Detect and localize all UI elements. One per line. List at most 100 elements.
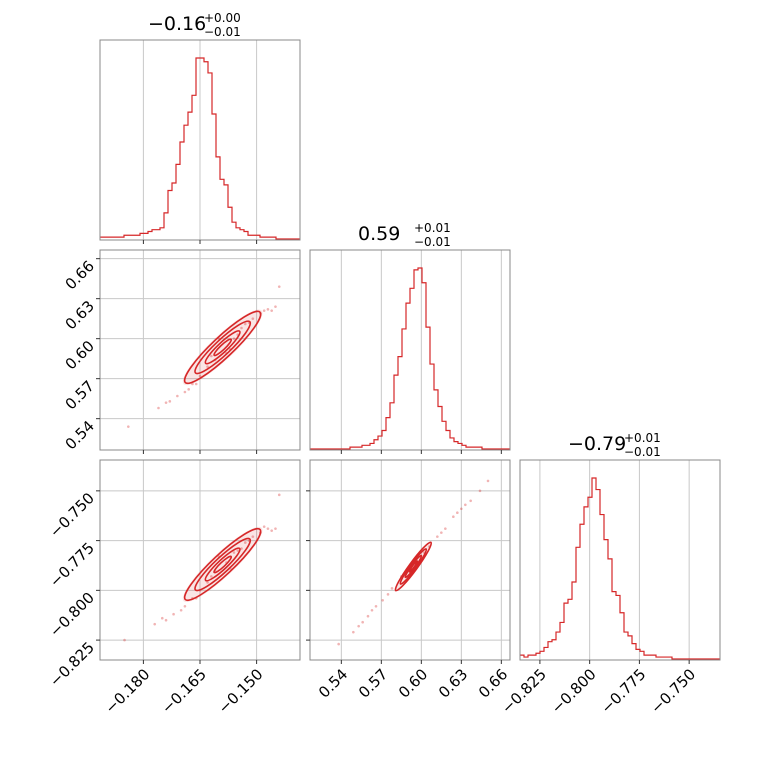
sample-point bbox=[262, 309, 266, 312]
histogram-bin bbox=[552, 640, 556, 659]
histogram-bin bbox=[568, 599, 572, 659]
parameter-title: 0.59 bbox=[358, 223, 400, 245]
sample-point bbox=[153, 622, 157, 626]
density-contour bbox=[399, 548, 428, 585]
sample-point bbox=[444, 527, 447, 530]
histogram-bin bbox=[592, 478, 596, 659]
sample-point bbox=[456, 511, 459, 515]
histogram-step-line bbox=[100, 57, 300, 240]
sample-point bbox=[198, 374, 202, 378]
density-contour bbox=[408, 560, 419, 573]
y-tick-label: −0.800 bbox=[46, 589, 98, 641]
sample-point bbox=[206, 365, 209, 368]
sample-point bbox=[386, 593, 390, 596]
histogram-bin bbox=[204, 62, 208, 239]
density-contour bbox=[204, 547, 241, 582]
histogram-panel-0: −0.16+0.00−0.01 bbox=[99, 11, 301, 244]
x-tick-label: −0.800 bbox=[548, 665, 600, 717]
panel-background bbox=[310, 460, 510, 660]
density-contour bbox=[404, 554, 423, 579]
x-tick-label: 0.60 bbox=[395, 665, 431, 701]
scatter-panel-0-2: −0.180 −0.165 −0.150 −0.825−0.800−0.775−0.7… bbox=[46, 459, 301, 717]
histogram-bin bbox=[188, 112, 192, 239]
sample-point bbox=[176, 394, 179, 398]
sample-point bbox=[274, 305, 277, 308]
sample-point bbox=[478, 489, 482, 493]
panel-frame bbox=[309, 459, 511, 661]
sample-point bbox=[243, 322, 247, 326]
density-contour bbox=[394, 541, 433, 592]
x-tick-label: −0.165 bbox=[158, 665, 210, 717]
sample-point bbox=[210, 575, 213, 578]
density-fill bbox=[182, 309, 263, 386]
sample-point bbox=[164, 618, 168, 622]
title-value: 0.59 bbox=[358, 223, 400, 245]
histogram-bin bbox=[414, 270, 418, 449]
sample-point bbox=[452, 515, 455, 519]
title-upper-error: +0.01 bbox=[414, 221, 451, 235]
histogram-step-line bbox=[520, 477, 720, 660]
sample-point bbox=[270, 309, 273, 312]
panel-background bbox=[310, 250, 510, 450]
sample-point bbox=[277, 493, 281, 497]
sample-point bbox=[164, 401, 168, 404]
density-contour bbox=[194, 537, 252, 592]
y-tick-label: 0.60 bbox=[62, 337, 98, 373]
y-tick-label: −0.775 bbox=[46, 539, 98, 591]
sample-point bbox=[127, 425, 130, 428]
sample-point bbox=[236, 549, 240, 552]
sample-point bbox=[206, 581, 209, 584]
sample-point bbox=[486, 479, 490, 483]
density-contour bbox=[194, 320, 252, 375]
sample-point bbox=[187, 388, 190, 391]
histogram-bin bbox=[220, 179, 224, 239]
histogram-bin bbox=[156, 230, 160, 239]
sample-point bbox=[251, 317, 255, 320]
sample-point bbox=[168, 400, 172, 403]
y-tick-label: 0.54 bbox=[62, 417, 98, 453]
x-tick-label: −0.750 bbox=[647, 665, 699, 717]
histogram-panel-2: −0.825−0.800−0.775−0.750−0.79+0.01−0.01 bbox=[498, 431, 721, 717]
sample-point bbox=[270, 529, 273, 532]
sample-point bbox=[440, 531, 443, 534]
x-tick-label: −0.775 bbox=[597, 665, 649, 717]
sample-point bbox=[191, 382, 194, 386]
histogram-bin bbox=[200, 58, 204, 239]
x-tick-label: 0.54 bbox=[315, 665, 351, 701]
histogram-bin bbox=[588, 497, 592, 659]
sample-point bbox=[240, 547, 243, 550]
histogram-bin bbox=[584, 507, 588, 659]
y-tick-label: 0.57 bbox=[62, 377, 98, 413]
density-contour bbox=[213, 555, 233, 574]
density-contour bbox=[204, 330, 241, 365]
y-tick-label: −0.825 bbox=[46, 638, 98, 690]
sample-point bbox=[232, 337, 236, 340]
sample-point bbox=[160, 616, 164, 620]
panel-frame bbox=[519, 459, 721, 661]
sample-point bbox=[374, 604, 378, 608]
histogram-bin bbox=[144, 233, 148, 239]
title-upper-error: +0.01 bbox=[624, 431, 661, 445]
histogram-bin bbox=[192, 95, 196, 239]
sample-point bbox=[240, 326, 243, 330]
sample-point bbox=[361, 620, 364, 624]
density-fill bbox=[394, 541, 433, 592]
histogram-bin bbox=[418, 268, 422, 449]
sample-point bbox=[232, 551, 236, 554]
title-value: −0.16 bbox=[148, 13, 206, 35]
parameter-title: −0.16 bbox=[148, 13, 206, 35]
density-contour bbox=[213, 338, 233, 357]
sample-point bbox=[266, 527, 270, 530]
sample-point bbox=[357, 624, 360, 628]
sample-point bbox=[183, 604, 187, 608]
title-value: −0.79 bbox=[568, 433, 626, 455]
histogram-panel-1: 0.59 +0.01−0.01 bbox=[309, 221, 511, 454]
sample-point bbox=[460, 507, 463, 511]
scatter-panel-0-1: 0.54 0.57 0.60 0.63 0.66 bbox=[62, 249, 301, 454]
sample-point bbox=[123, 638, 126, 642]
sample-point bbox=[366, 614, 370, 618]
sample-point bbox=[464, 503, 467, 507]
density-fill bbox=[182, 526, 263, 603]
y-tick-label: 0.66 bbox=[62, 257, 98, 293]
